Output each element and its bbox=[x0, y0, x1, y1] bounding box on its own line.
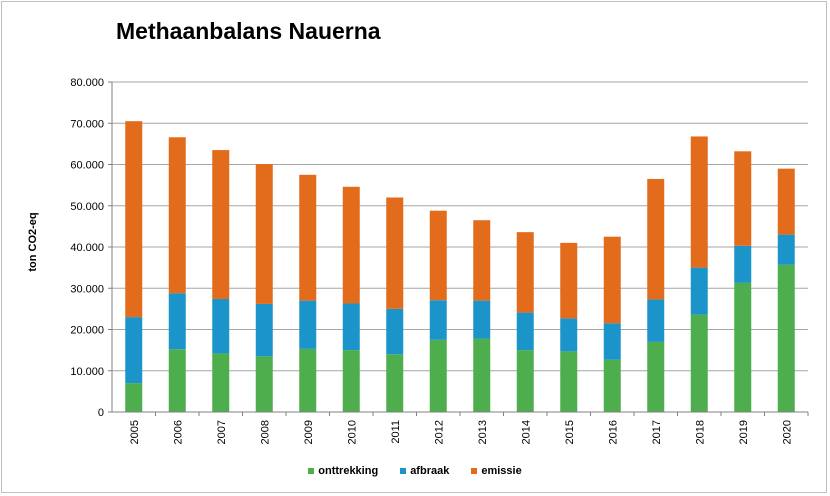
x-tick-label: 2020 bbox=[781, 420, 793, 444]
legend-swatch bbox=[308, 468, 315, 474]
bar-afbraak-2005 bbox=[125, 317, 143, 384]
x-tick-label: 2007 bbox=[216, 420, 228, 444]
bar-emissie-2013 bbox=[473, 220, 491, 301]
bar-emissie-2008 bbox=[255, 164, 273, 304]
chart-title: Methaanbalans Nauerna bbox=[116, 18, 381, 44]
y-tick-label: 70.000 bbox=[70, 118, 104, 130]
bar-emissie-2015 bbox=[560, 242, 578, 319]
bar-afbraak-2018 bbox=[690, 267, 708, 315]
bar-emissie-2014 bbox=[516, 232, 534, 313]
bar-emissie-2009 bbox=[299, 174, 317, 301]
legend-entry-afbraak: afbraak bbox=[400, 465, 449, 477]
bar-onttrekking-2019 bbox=[734, 282, 752, 412]
bar-onttrekking-2017 bbox=[647, 341, 665, 412]
bar-onttrekking-2011 bbox=[386, 354, 404, 412]
bar-onttrekking-2006 bbox=[168, 349, 186, 412]
x-tick-label: 2011 bbox=[390, 420, 402, 444]
x-tick-label: 2017 bbox=[651, 420, 663, 444]
bar-afbraak-2015 bbox=[560, 318, 578, 352]
bar-afbraak-2012 bbox=[429, 300, 447, 340]
bar-onttrekking-2012 bbox=[429, 339, 447, 412]
bar-onttrekking-2016 bbox=[603, 359, 621, 412]
legend-entry-emissie: emissie bbox=[471, 465, 522, 477]
legend-swatch bbox=[400, 468, 407, 474]
x-tick-label: 2015 bbox=[564, 420, 576, 444]
bars bbox=[125, 121, 795, 412]
bar-afbraak-2007 bbox=[212, 298, 230, 354]
bar-emissie-2019 bbox=[734, 151, 752, 246]
bar-afbraak-2011 bbox=[386, 308, 404, 355]
bar-afbraak-2019 bbox=[734, 245, 752, 283]
legend-label: onttrekking bbox=[318, 465, 379, 477]
y-tick-label: 50.000 bbox=[70, 201, 104, 213]
legend-label: emissie bbox=[481, 465, 522, 477]
x-tick-label: 2019 bbox=[738, 420, 750, 444]
bar-afbraak-2006 bbox=[168, 293, 186, 350]
bar-emissie-2006 bbox=[168, 137, 186, 294]
tick-labels: 0 10.000 20.000 30.000 40.000 50.000 60.000 70.… bbox=[70, 77, 793, 444]
bar-afbraak-2016 bbox=[603, 323, 621, 360]
y-tick-label: 20.000 bbox=[70, 325, 104, 337]
bar-onttrekking-2007 bbox=[212, 353, 230, 412]
bar-onttrekking-2020 bbox=[777, 264, 795, 412]
y-tick-label: 60.000 bbox=[70, 160, 104, 172]
bar-afbraak-2014 bbox=[516, 312, 534, 351]
bar-emissie-2010 bbox=[342, 186, 360, 304]
y-tick-label: 30.000 bbox=[70, 283, 104, 295]
x-tick-label: 2008 bbox=[259, 420, 271, 444]
bar-afbraak-2013 bbox=[473, 300, 491, 339]
x-tick-label: 2018 bbox=[694, 420, 706, 444]
bar-emissie-2020 bbox=[777, 168, 795, 235]
axes bbox=[108, 81, 809, 416]
legend-label: afbraak bbox=[410, 465, 450, 477]
bar-onttrekking-2009 bbox=[299, 348, 317, 412]
bar-onttrekking-2013 bbox=[473, 338, 491, 412]
x-tick-label: 2005 bbox=[129, 420, 141, 444]
bar-emissie-2011 bbox=[386, 197, 404, 309]
bar-afbraak-2020 bbox=[777, 234, 795, 265]
bar-emissie-2012 bbox=[429, 210, 447, 301]
y-tick-label: 0 bbox=[98, 407, 104, 419]
bar-emissie-2007 bbox=[212, 150, 230, 299]
bar-emissie-2005 bbox=[125, 121, 143, 318]
bar-emissie-2017 bbox=[647, 178, 665, 300]
bar-emissie-2018 bbox=[690, 136, 708, 268]
bar-afbraak-2008 bbox=[255, 303, 273, 357]
bar-onttrekking-2015 bbox=[560, 351, 578, 412]
x-tick-label: 2013 bbox=[477, 420, 489, 444]
x-tick-label: 2006 bbox=[172, 420, 184, 444]
x-tick-label: 2010 bbox=[346, 420, 358, 444]
bar-onttrekking-2010 bbox=[342, 350, 360, 412]
bar-onttrekking-2018 bbox=[690, 314, 708, 412]
legend-entry-onttrekking: onttrekking bbox=[308, 465, 378, 477]
x-tick-label: 2014 bbox=[520, 420, 532, 444]
y-tick-label: 40.000 bbox=[70, 242, 104, 254]
bar-onttrekking-2014 bbox=[516, 350, 534, 412]
bar-afbraak-2017 bbox=[647, 299, 665, 342]
x-tick-label: 2012 bbox=[433, 420, 445, 444]
legend-swatch bbox=[471, 468, 478, 474]
x-tick-label: 2016 bbox=[607, 420, 619, 444]
legend: onttrekking afbraak emissie bbox=[0, 465, 830, 477]
x-tick-label: 2009 bbox=[303, 420, 315, 444]
bar-onttrekking-2008 bbox=[255, 356, 273, 412]
bar-afbraak-2009 bbox=[299, 300, 317, 349]
y-tick-label: 80.000 bbox=[70, 77, 104, 89]
bar-onttrekking-2005 bbox=[125, 383, 143, 412]
y-tick-label: 10.000 bbox=[70, 366, 104, 378]
bar-emissie-2016 bbox=[603, 236, 621, 324]
bar-afbraak-2010 bbox=[342, 303, 360, 351]
